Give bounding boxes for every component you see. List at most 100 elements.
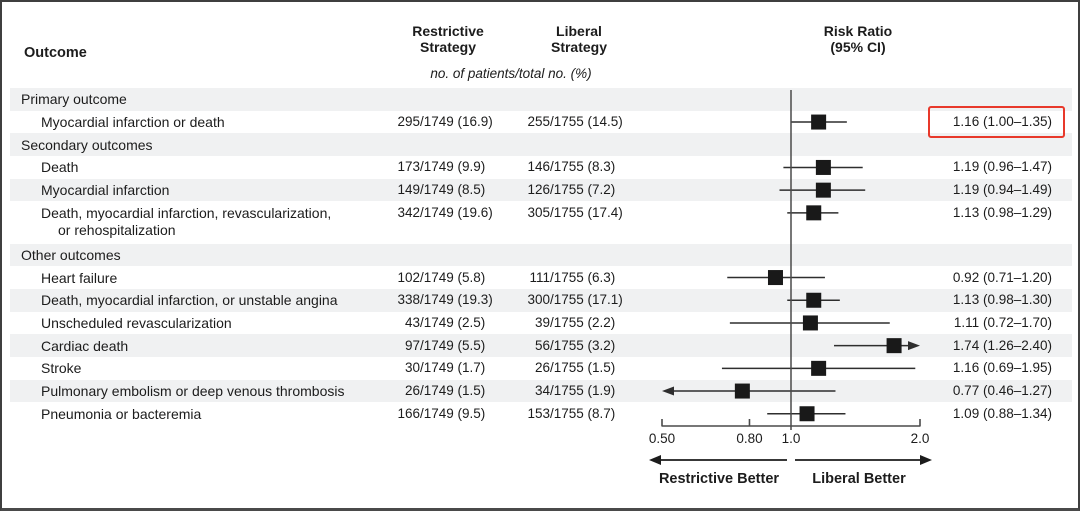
point-estimate-square	[886, 338, 902, 354]
rr-value: 0.92 (0.71–1.20)	[952, 269, 1052, 285]
restrictive-value-numerator: 43	[404, 314, 420, 330]
restrictive-value-denominator: /1749 (1.7)	[420, 360, 486, 376]
restrictive-better-label: Restrictive Better	[658, 471, 780, 487]
point-estimate-square	[811, 360, 827, 376]
liberal-value-numerator: 56	[534, 337, 550, 353]
row-stripe	[10, 133, 1072, 157]
liberal-value-denominator: /1755 (8.7)	[550, 405, 616, 421]
restrictive-value-numerator: 102	[397, 269, 420, 285]
point-estimate-square	[811, 114, 827, 130]
outcome-label: Cardiac death	[41, 337, 129, 354]
restrictive-value: 173/1749 (9.9)	[354, 158, 514, 176]
rr-value: 1.74 (1.26–2.40)	[952, 337, 1052, 353]
outcome-label: Pulmonary embolism or deep venous thromb…	[41, 383, 345, 400]
restrictive-value-numerator: 173	[397, 159, 420, 175]
liberal-value: 300/1755 (17.1)	[484, 291, 644, 309]
liberal-value-denominator: /1755 (17.4)	[550, 204, 623, 220]
axis-tick-label: 2.0	[910, 431, 930, 446]
restrictive-strategy-header-line2: Strategy	[419, 39, 477, 55]
rr-value: 1.13 (0.98–1.29)	[952, 204, 1052, 220]
liberal-value-denominator: /1755 (3.2)	[550, 337, 616, 353]
liberal-value-numerator: 300	[527, 292, 550, 308]
restrictive-value: 97/1749 (5.5)	[354, 337, 514, 355]
row-stripe	[10, 379, 1072, 403]
patients-subheader: no. of patients/total no. (%)	[430, 66, 592, 81]
point-estimate-square	[806, 292, 822, 308]
point-estimate-square	[802, 315, 818, 331]
liberal-value-numerator: 39	[534, 314, 550, 330]
risk-ratio-header-line2: (95% CI)	[830, 39, 886, 55]
liberal-value-denominator: /1755 (14.5)	[550, 114, 623, 130]
ci-arrowhead-right	[908, 341, 920, 351]
restrictive-value-denominator: /1749 (5.8)	[420, 269, 486, 285]
liberal-value: 146/1755 (8.3)	[484, 158, 644, 176]
outcome-label: Stroke	[41, 360, 82, 377]
liberal-value-numerator: 34	[534, 383, 550, 399]
restrictive-value: 30/1749 (1.7)	[354, 359, 514, 377]
risk-ratio-header: Risk Ratio (95% CI)	[798, 23, 918, 55]
restrictive-value-numerator: 26	[404, 383, 420, 399]
point-estimate-square	[815, 182, 831, 198]
point-estimate-square	[799, 406, 815, 422]
liberal-value: 39/1755 (2.2)	[484, 314, 644, 332]
restrictive-value: 102/1749 (5.8)	[354, 269, 514, 287]
outcome-label: Pneumonia or bacteremia	[41, 405, 202, 422]
restrictive-better-arrowhead-icon	[649, 455, 661, 465]
liberal-value-denominator: /1755 (17.1)	[550, 292, 623, 308]
row-stripe	[10, 88, 1072, 111]
outcome-column-header: Outcome	[24, 45, 87, 61]
ci-arrowhead-left	[662, 386, 674, 396]
liberal-value-denominator: /1755 (1.9)	[550, 383, 616, 399]
liberal-value-numerator: 255	[527, 114, 550, 130]
restrictive-value-denominator: /1749 (9.5)	[420, 405, 486, 421]
restrictive-value-denominator: /1749 (16.9)	[420, 114, 493, 130]
liberal-value: 56/1755 (3.2)	[484, 337, 644, 355]
highlight-box	[928, 105, 1065, 138]
restrictive-value: 26/1749 (1.5)	[354, 382, 514, 400]
restrictive-value: 338/1749 (19.3)	[354, 291, 514, 309]
rr-value: 1.13 (0.98–1.30)	[952, 292, 1052, 308]
liberal-value: 34/1755 (1.9)	[484, 382, 644, 400]
outcome-label: Death, myocardial infarction, or unstabl…	[41, 292, 338, 309]
restrictive-value-numerator: 97	[404, 337, 420, 353]
restrictive-value: 295/1749 (16.9)	[354, 113, 514, 131]
outcome-label: Death	[41, 159, 79, 176]
restrictive-value-denominator: /1749 (8.5)	[420, 182, 486, 198]
restrictive-value: 342/1749 (19.6)	[354, 204, 514, 222]
restrictive-value-denominator: /1749 (19.6)	[420, 204, 493, 220]
liberal-value-numerator: 26	[534, 360, 550, 376]
liberal-value: 126/1755 (7.2)	[484, 181, 644, 199]
point-estimate-square	[734, 383, 750, 399]
restrictive-value: 166/1749 (9.5)	[354, 405, 514, 423]
rr-value: 1.16 (0.69–1.95)	[952, 360, 1052, 376]
liberal-strategy-header-line2: Strategy	[550, 39, 608, 55]
liberal-value: 111/1755 (6.3)	[484, 269, 644, 287]
restrictive-value: 149/1749 (8.5)	[354, 181, 514, 199]
section-label: Secondary outcomes	[21, 136, 153, 153]
restrictive-value-denominator: /1749 (19.3)	[420, 292, 493, 308]
liberal-better-arrowhead-icon	[920, 455, 932, 465]
outcome-label: Death, myocardial infarction, revascular…	[41, 204, 332, 221]
liberal-value-numerator: 111	[529, 269, 550, 285]
outcome-label: Heart failure	[41, 269, 118, 286]
restrictive-value-numerator: 295	[397, 114, 420, 130]
rr-value: 1.19 (0.96–1.47)	[952, 159, 1052, 175]
axis-tick-label: 1.0	[781, 431, 801, 446]
rr-value: 1.11 (0.72–1.70)	[953, 314, 1052, 330]
row-stripe	[10, 178, 1072, 202]
section-label: Other outcomes	[21, 246, 121, 263]
row-stripe	[10, 243, 1072, 267]
restrictive-strategy-header: Restrictive Strategy	[398, 23, 498, 55]
restrictive-value-numerator: 342	[397, 204, 420, 220]
liberal-value-denominator: /1755 (6.3)	[550, 269, 616, 285]
liberal-value-numerator: 146	[527, 159, 550, 175]
liberal-value-denominator: /1755 (2.2)	[550, 314, 616, 330]
point-estimate-square	[767, 270, 783, 286]
restrictive-value: 43/1749 (2.5)	[354, 314, 514, 332]
liberal-value-numerator: 153	[527, 405, 550, 421]
liberal-value: 26/1755 (1.5)	[484, 359, 644, 377]
liberal-strategy-header: Liberal Strategy	[529, 23, 629, 55]
liberal-strategy-header-line1: Liberal	[556, 23, 602, 39]
restrictive-value-denominator: /1749 (9.9)	[420, 159, 486, 175]
